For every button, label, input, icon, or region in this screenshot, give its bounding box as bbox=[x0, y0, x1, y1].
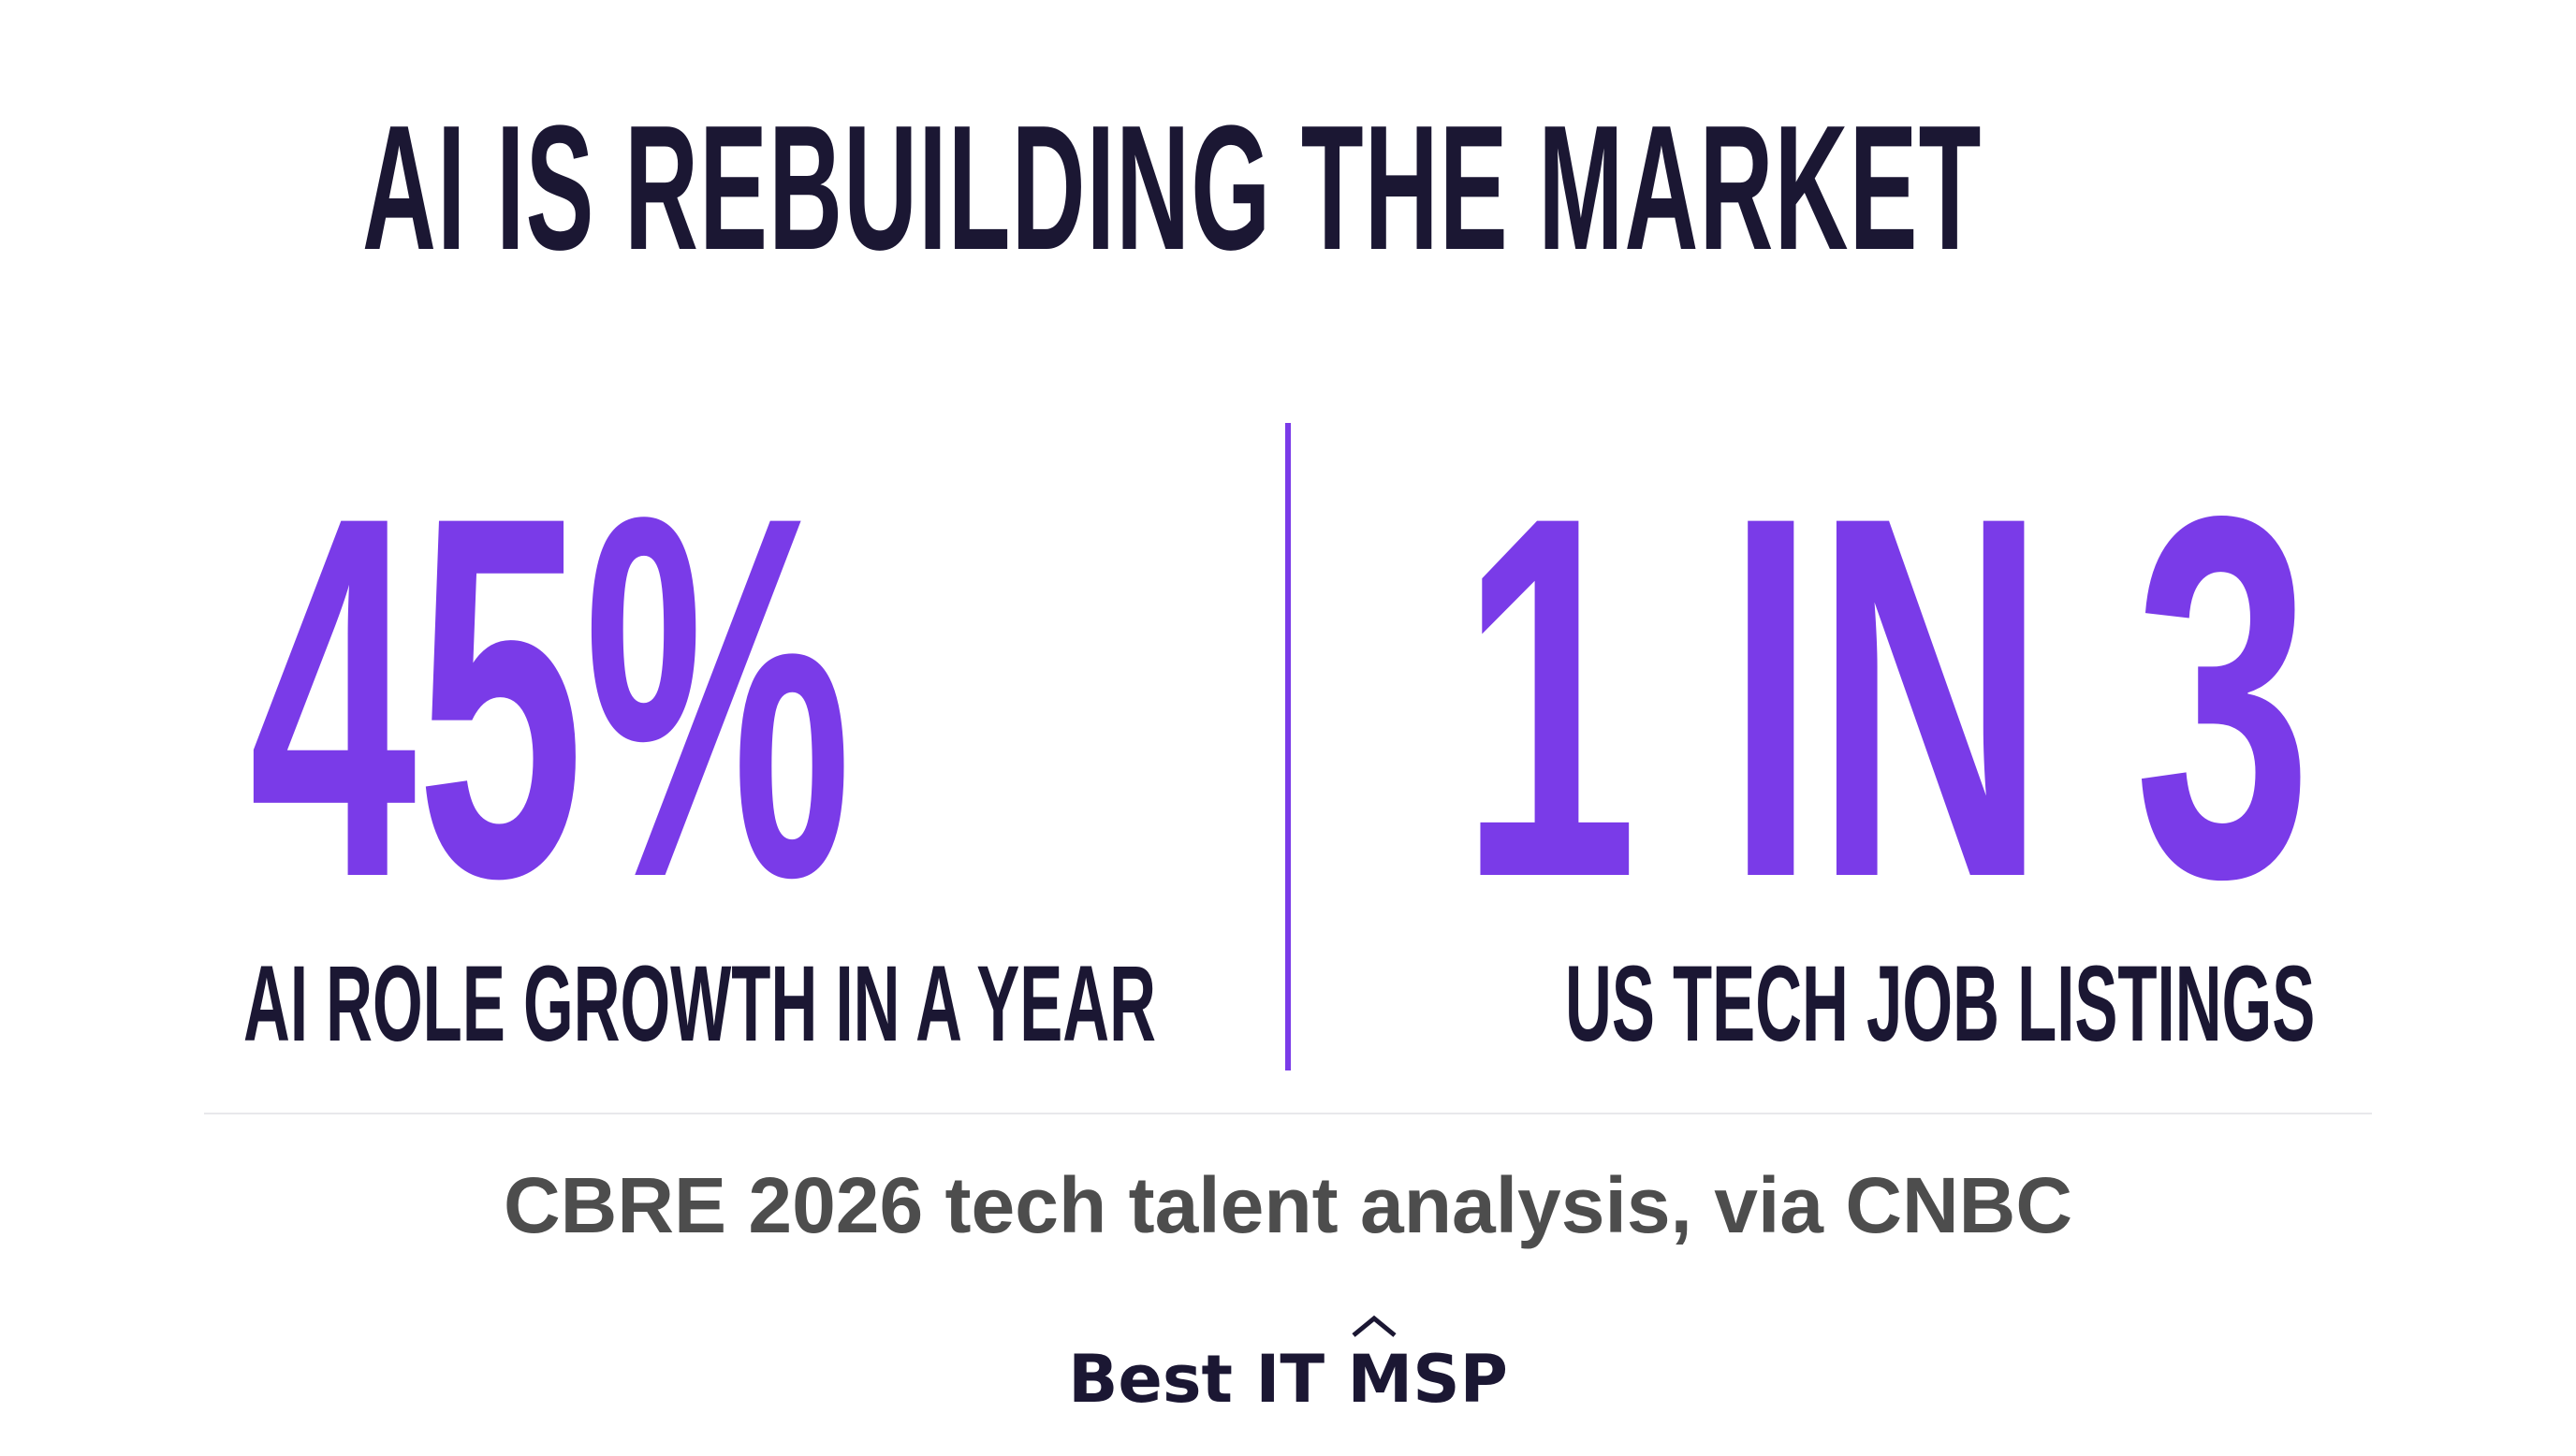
stat-divider bbox=[1285, 423, 1291, 1070]
stat-value-ai-role-growth: 45% bbox=[249, 409, 852, 984]
stat-value-tech-job-listings: 1 IN 3 bbox=[1460, 409, 2312, 984]
stat-label-ai-role-growth: AI ROLE GROWTH IN A YEAR bbox=[243, 944, 1156, 1064]
brand-logo-text: Best IT MSP bbox=[1068, 1341, 1508, 1418]
stat-label-tech-job-listings: US TECH JOB LISTINGS bbox=[1565, 944, 2316, 1064]
headline: AI IS REBUILDING THE MARKET bbox=[362, 89, 1983, 287]
section-divider bbox=[204, 1113, 2372, 1114]
source-citation: CBRE 2026 tech talent analysis, via CNBC bbox=[504, 1161, 2072, 1249]
caret-up-icon bbox=[1352, 1315, 1397, 1337]
